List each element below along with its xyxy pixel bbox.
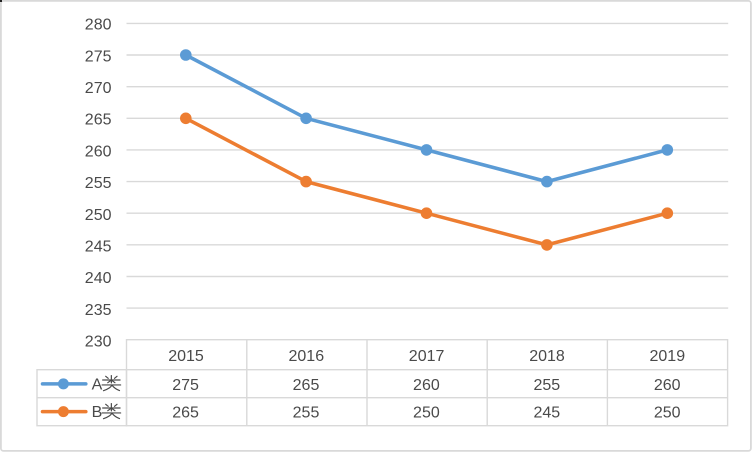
svg-text:275: 275 xyxy=(85,48,112,65)
svg-text:230: 230 xyxy=(85,334,112,351)
svg-text:2018: 2018 xyxy=(529,348,565,365)
svg-text:260: 260 xyxy=(654,377,681,394)
svg-text:270: 270 xyxy=(85,80,112,97)
svg-text:2016: 2016 xyxy=(289,348,325,365)
svg-text:235: 235 xyxy=(85,302,112,319)
svg-text:2017: 2017 xyxy=(409,348,445,365)
svg-text:280: 280 xyxy=(85,17,112,34)
svg-text:265: 265 xyxy=(85,112,112,129)
svg-text:B: B xyxy=(92,404,103,421)
svg-text:275: 275 xyxy=(172,377,199,394)
svg-text:260: 260 xyxy=(85,143,112,160)
svg-text:265: 265 xyxy=(293,377,320,394)
svg-text:240: 240 xyxy=(85,270,112,287)
svg-text:245: 245 xyxy=(85,239,112,256)
svg-text:250: 250 xyxy=(654,405,681,422)
svg-text:250: 250 xyxy=(413,405,440,422)
svg-text:2015: 2015 xyxy=(168,348,204,365)
svg-text:255: 255 xyxy=(293,405,320,422)
svg-text:265: 265 xyxy=(172,405,199,422)
svg-text:250: 250 xyxy=(85,207,112,224)
svg-text:255: 255 xyxy=(85,175,112,192)
svg-text:255: 255 xyxy=(533,377,560,394)
svg-text:260: 260 xyxy=(413,377,440,394)
svg-text:245: 245 xyxy=(533,405,560,422)
svg-text:2019: 2019 xyxy=(650,348,686,365)
svg-text:A: A xyxy=(92,376,103,393)
